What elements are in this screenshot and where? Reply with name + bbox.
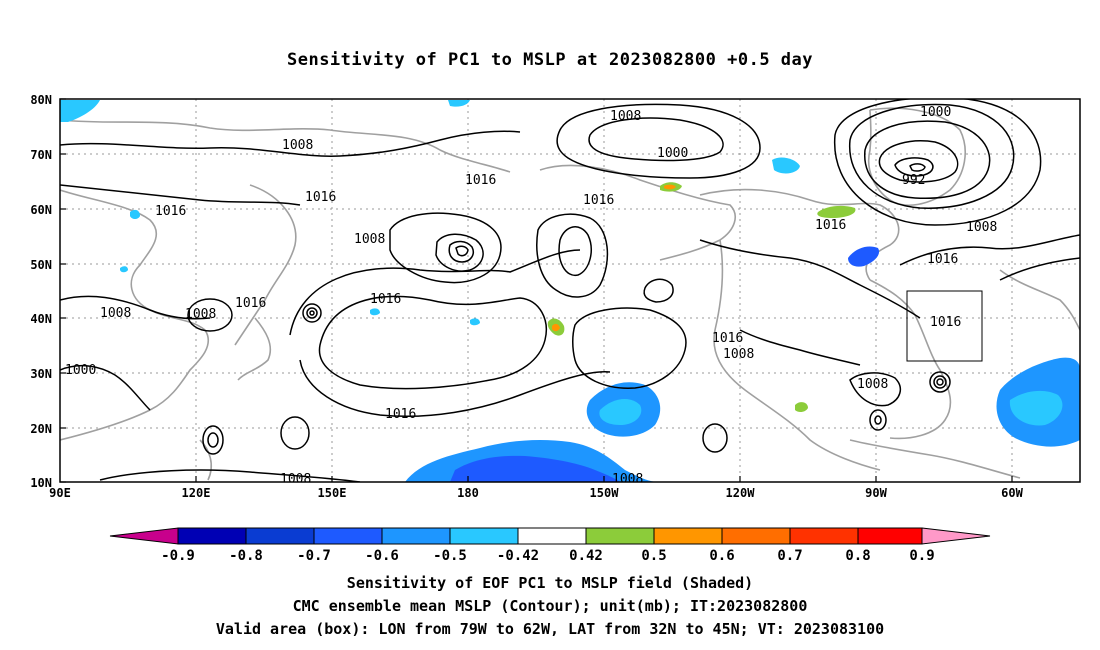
contour-label: 1016 xyxy=(465,173,496,188)
colorbar-label: 0.7 xyxy=(777,548,802,564)
contour-label: 1008 xyxy=(612,472,643,487)
contour-label: 1016 xyxy=(583,193,614,208)
contour-label: 1000 xyxy=(657,146,688,161)
map-title: Sensitivity of PC1 to MSLP at 2023082800… xyxy=(286,50,813,70)
colorbar-label: -0.42 xyxy=(497,548,539,564)
lat-label: 50N xyxy=(30,258,52,272)
colorbar: -0.9 -0.8 -0.7 -0.6 -0.5 -0.42 0.42 0.5 … xyxy=(109,527,991,564)
contour-label: 1016 xyxy=(370,292,401,307)
colorbar-label: 0.8 xyxy=(845,548,870,564)
contour-label: 1016 xyxy=(235,296,266,311)
colorbar-box xyxy=(721,527,791,545)
colorbar-label: 0.42 xyxy=(569,548,603,564)
valid-box-contour-label: 1016 xyxy=(930,315,961,330)
contour-label: 1008 xyxy=(857,377,888,392)
colorbar-label: -0.8 xyxy=(229,548,263,564)
contour-label: 1000 xyxy=(920,105,951,120)
contour-label: 1008 xyxy=(610,109,641,124)
contour-label: 1008 xyxy=(282,138,313,153)
contour-label: 1008 xyxy=(280,472,311,487)
colorbar-box xyxy=(449,527,519,545)
colorbar-low-triangle xyxy=(109,527,179,545)
mslp-contours xyxy=(60,99,1080,482)
colorbar-label: 0.9 xyxy=(909,548,934,564)
footer-valid-area: Valid area (box): LON from 79W to 62W, L… xyxy=(215,620,885,638)
colorbar-box xyxy=(313,527,383,545)
axis-ticks xyxy=(60,98,1013,483)
lat-label: 30N xyxy=(30,367,52,381)
colorbar-box xyxy=(585,527,655,545)
colorbar-box xyxy=(653,527,723,545)
contour-label: 1008 xyxy=(723,347,754,362)
colorbar-label: -0.7 xyxy=(297,548,331,564)
contour-label: 1008 xyxy=(100,306,131,321)
valid-area-box xyxy=(906,290,983,362)
contour-label: 1000 xyxy=(65,363,96,378)
contour-label: 1016 xyxy=(712,331,743,346)
lat-label: 80N xyxy=(30,93,52,107)
lon-label: 90W xyxy=(865,486,887,500)
footer-shading-description: Sensitivity of EOF PC1 to MSLP field (Sh… xyxy=(346,574,754,592)
lon-label: 150W xyxy=(590,486,620,500)
contour-labels: 1008 1016 1008 1000 1016 1016 1008 1000 … xyxy=(65,105,997,487)
lon-label: 120W xyxy=(726,486,756,500)
negative-sensitivity-shading xyxy=(60,100,1080,482)
lon-label: 150E xyxy=(318,486,347,500)
lat-label: 20N xyxy=(30,422,52,436)
lon-label: 180 xyxy=(457,486,479,500)
latitude-labels: 80N 70N 60N 50N 40N 30N 20N 10N xyxy=(30,93,52,490)
map-frame xyxy=(59,98,1081,483)
contour-label: 992 xyxy=(902,173,925,188)
contour-label: 1008 xyxy=(185,307,216,322)
contour-label: 1008 xyxy=(354,232,385,247)
contour-label: 1016 xyxy=(815,218,846,233)
colorbar-label: 0.6 xyxy=(709,548,734,564)
contour-label: 1016 xyxy=(385,407,416,422)
colorbar-box xyxy=(857,527,923,545)
coastlines xyxy=(60,107,1080,481)
colorbar-high-triangle xyxy=(921,527,991,545)
contour-label: 1016 xyxy=(155,204,186,219)
colorbar-box xyxy=(177,527,247,545)
longitude-labels: 90E 120E 150E 180 150W 120W 90W 60W xyxy=(49,486,1023,500)
colorbar-label: -0.6 xyxy=(365,548,399,564)
colorbar-box xyxy=(245,527,315,545)
lat-label: 10N xyxy=(30,476,52,490)
colorbar-label: 0.5 xyxy=(641,548,666,564)
lat-label: 70N xyxy=(30,148,52,162)
lat-label: 40N xyxy=(30,312,52,326)
contour-label: 1008 xyxy=(966,220,997,235)
colorbar-label: -0.5 xyxy=(433,548,467,564)
colorbar-box xyxy=(381,527,451,545)
lat-label: 60N xyxy=(30,203,52,217)
contour-label: 1016 xyxy=(305,190,336,205)
lon-label: 60W xyxy=(1001,486,1023,500)
contour-label: 1016 xyxy=(927,252,958,267)
positive-sensitivity-shading xyxy=(547,182,856,413)
lon-label: 90E xyxy=(49,486,71,500)
colorbar-label: -0.9 xyxy=(161,548,195,564)
lon-label: 120E xyxy=(182,486,211,500)
colorbar-box xyxy=(517,527,587,545)
colorbar-box xyxy=(789,527,859,545)
footer-contour-description: CMC ensemble mean MSLP (Contour); unit(m… xyxy=(292,597,808,615)
